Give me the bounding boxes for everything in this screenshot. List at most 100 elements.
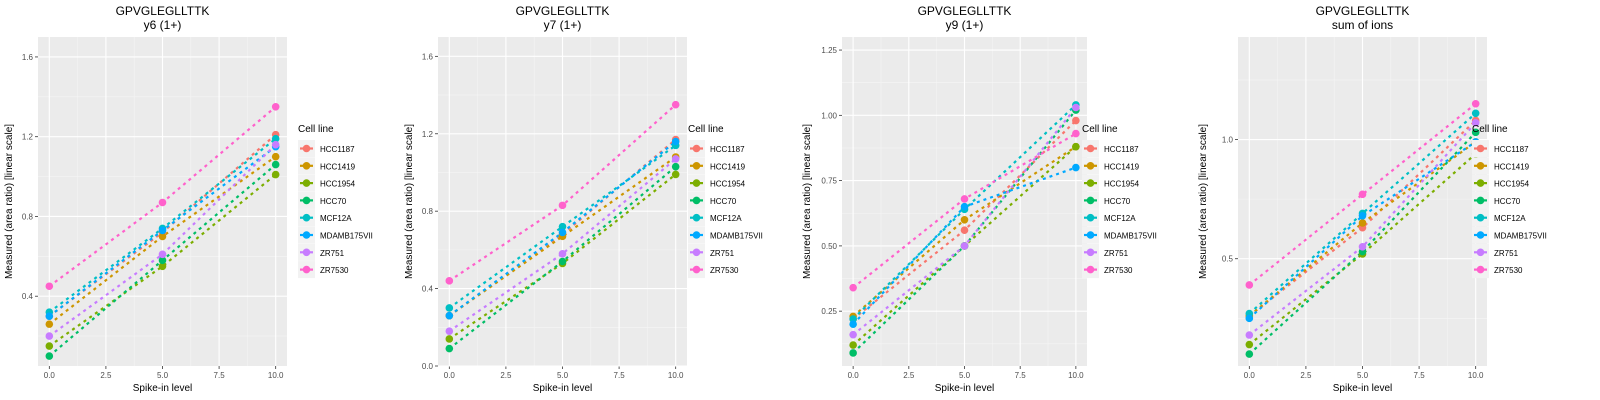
data-point-zr751: [960, 242, 969, 250]
data-point-zr7530: [849, 283, 857, 292]
data-point-mdamb175vii: [45, 312, 54, 320]
legend-entry-label: HCC70: [1494, 197, 1521, 206]
legend-key-point: [692, 231, 701, 239]
data-point-hcc1954: [445, 335, 454, 343]
legend-entry-label: HCC1187: [710, 145, 745, 154]
y-tick-label: 1.2: [22, 133, 34, 142]
chart-subtitle: sum of ions: [1332, 18, 1393, 32]
y-tick-label: 0.75: [821, 177, 837, 186]
data-point-mdamb175vii: [1358, 212, 1367, 220]
chart-panel-1: 0.0 2.5 5.0 7.5 10.0 0.4 0.8 1.2 1.6 GPVGLEGLLTTK…: [4, 4, 373, 394]
y-tick-label: 1.0: [1222, 136, 1234, 145]
data-point-mdamb175vii: [1072, 163, 1080, 172]
legend-key-point: [302, 162, 311, 170]
data-point-zr751: [1471, 119, 1480, 127]
data-point-mdamb175vii: [158, 226, 167, 235]
data-point-hcc1419: [158, 232, 167, 241]
x-tick-label: 0.0: [444, 371, 456, 380]
data-point-mdamb175vii: [445, 311, 454, 320]
x-tick-label: 0.0: [44, 371, 56, 380]
x-tick-label: 2.5: [1300, 371, 1312, 380]
data-point-hcc70: [445, 344, 454, 353]
legend: Cell line HCC1187 HCC1419 HCC1954 HCC70 MCF12…: [1472, 124, 1547, 279]
data-point-hcc70: [671, 162, 680, 171]
legend-entry-label: ZR7530: [1494, 266, 1523, 275]
legend-entry-label: MDAMB175VII: [710, 232, 763, 241]
legend-entry-label: HCC70: [320, 197, 347, 206]
y-axis-label: Measured (area ratio) [linear scale]: [4, 124, 15, 279]
data-point-hcc1419: [960, 215, 969, 224]
data-point-zr751: [158, 250, 167, 259]
legend-key-point: [1086, 248, 1095, 257]
data-point-mdamb175vii: [558, 228, 567, 237]
x-tick-label: 7.5: [214, 371, 226, 380]
data-point-hcc1954: [158, 262, 167, 271]
legend-key-point: [692, 179, 701, 187]
x-tick-label: 7.5: [1414, 371, 1426, 380]
legend-title: Cell line: [1472, 124, 1508, 135]
legend-key-point: [1086, 144, 1095, 153]
x-tick-label: 2.5: [903, 371, 915, 380]
data-point-zr7530: [45, 282, 54, 291]
data-point-hcc70: [849, 349, 857, 357]
legend-entry-label: ZR751: [710, 249, 735, 258]
legend-key-point: [302, 248, 311, 257]
data-point-mcf12a: [849, 315, 857, 323]
data-point-mdamb175vii: [849, 320, 857, 329]
x-tick-label: 2.5: [500, 371, 512, 380]
legend-key-point: [1086, 179, 1095, 187]
legend-key-point: [692, 265, 701, 274]
data-point-mdamb175vii: [671, 137, 680, 146]
x-tick-label: 10.0: [1068, 371, 1084, 380]
data-point-zr751: [271, 140, 280, 149]
legend-entry-label: HCC1954: [1494, 180, 1530, 189]
legend-entry-label: HCC1419: [1494, 162, 1530, 171]
data-point-zr751: [445, 327, 454, 335]
legend: Cell line HCC1187 HCC1419 HCC1954 HCC70 MCF12…: [298, 124, 373, 279]
x-tick-label: 10.0: [1468, 371, 1484, 380]
chart-subtitle: y6 (1+): [144, 18, 182, 32]
data-point-hcc1954: [1072, 142, 1080, 151]
legend-entry-label: HCC1954: [710, 180, 746, 189]
legend-key-point: [692, 144, 701, 153]
y-tick-label: 1.6: [22, 53, 34, 62]
legend-entry-label: HCC1419: [1104, 162, 1140, 171]
x-tick-label: 10.0: [668, 371, 684, 380]
data-point-hcc70: [158, 256, 167, 265]
legend-entry-label: HCC1187: [320, 145, 355, 154]
data-point-hcc70: [271, 160, 280, 169]
y-tick-label: 0.50: [821, 242, 837, 251]
legend-key-point: [1086, 231, 1095, 239]
legend: Cell line HCC1187 HCC1419 HCC1954 HCC70 MCF12…: [688, 124, 763, 279]
legend-key-point: [302, 196, 311, 205]
data-point-mcf12a: [1471, 109, 1480, 118]
y-tick-label: 0.8: [22, 212, 34, 221]
legend-key-point: [302, 179, 311, 187]
x-tick-label: 0.0: [1244, 371, 1256, 380]
data-point-mcf12a: [445, 304, 454, 312]
legend-key-point: [1476, 162, 1485, 170]
data-point-hcc1187: [1072, 116, 1080, 125]
data-point-zr751: [1245, 331, 1254, 339]
data-point-mcf12a: [558, 222, 567, 231]
chart-subtitle: y7 (1+): [544, 18, 582, 32]
y-tick-label: 1.2: [422, 130, 434, 139]
x-tick-label: 5.0: [959, 371, 971, 380]
data-point-zr7530: [671, 100, 680, 109]
legend-entry-label: HCC1187: [1104, 145, 1139, 154]
data-point-hcc1954: [1245, 340, 1254, 349]
y-axis-label: Measured (area ratio) [linear scale]: [1198, 124, 1209, 279]
x-axis-label: Spike-in level: [533, 383, 592, 394]
legend-entry-label: ZR7530: [710, 266, 739, 275]
data-point-zr7530: [960, 195, 969, 203]
data-point-zr751: [45, 332, 54, 340]
legend-entry-label: HCC70: [710, 197, 737, 206]
legend-entry-label: MCF12A: [1494, 214, 1526, 223]
legend-key-point: [1476, 231, 1485, 239]
legend-entry-label: HCC1187: [1494, 145, 1529, 154]
legend-key-point: [302, 265, 311, 274]
data-point-zr7530: [558, 201, 567, 210]
legend-title: Cell line: [688, 124, 724, 135]
chart-panel-3: 0.0 2.5 5.0 7.5 10.0 0.25 0.50 0.75 1.00 1.25 GPVG…: [802, 4, 1157, 394]
